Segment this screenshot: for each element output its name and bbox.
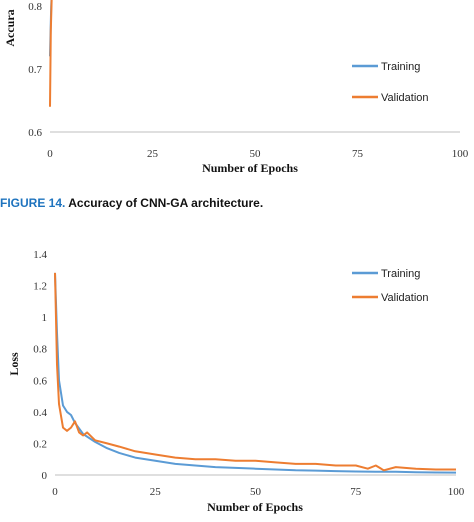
y-tick-label: 0.6: [28, 127, 42, 139]
plot-area: [54, 272, 457, 474]
y-tick-label: 1: [42, 312, 48, 324]
legend-label-training: Training: [381, 61, 420, 73]
x-tick-label: 50: [250, 148, 262, 160]
y-tick-label: 1.4: [33, 249, 47, 261]
y-axis: 1.4 1.2 1 0.8 0.6 0.4 0.2 0: [33, 249, 456, 482]
x-tick-label: 0: [52, 486, 58, 498]
series-line-training: [54, 272, 457, 474]
x-tick-label: 0: [47, 148, 53, 160]
plot-area: [49, 0, 53, 107]
x-axis: 0 25 50 75 100: [52, 486, 465, 498]
x-tick-label: 75: [352, 148, 364, 160]
x-tick-label: 50: [250, 486, 262, 498]
legend: Training Validation: [352, 268, 429, 304]
y-tick-label: 0: [42, 470, 48, 482]
series-line-validation: [54, 272, 456, 472]
y-tick-label: 0.4: [33, 407, 47, 419]
x-axis: 0 25 50 75 100: [47, 148, 469, 160]
figure-number: FIGURE 14.: [0, 196, 66, 210]
y-axis-title: Loss: [7, 352, 21, 376]
x-tick-label: 100: [448, 486, 465, 498]
loss-chart: Loss 1.4 1.2 1 0.8 0.6 0.4 0.2 0 0 25 50 75 100 Num…: [7, 249, 465, 514]
x-tick-label: 25: [150, 486, 162, 498]
x-tick-label: 25: [147, 148, 159, 160]
legend: Training Validation: [352, 61, 429, 104]
series-line-validation: [49, 0, 53, 107]
y-tick-label: 0.6: [33, 375, 47, 387]
y-axis-title: Accura: [3, 9, 17, 46]
y-tick-label: 0.8: [28, 1, 42, 13]
accuracy-chart: Accura 0.8 0.7 0.6 0 25 50 75 100 Number of Ep…: [3, 0, 469, 175]
x-tick-label: 75: [350, 486, 362, 498]
y-tick-label: 0.8: [33, 344, 47, 356]
x-axis-title: Number of Epochs: [207, 500, 303, 514]
y-tick-label: 0.2: [33, 438, 47, 450]
y-tick-label: 1.2: [33, 281, 47, 293]
x-axis-title: Number of Epochs: [202, 161, 298, 175]
legend-label-validation: Validation: [381, 92, 429, 104]
figure-caption-text: Accuracy of CNN-GA architecture.: [68, 196, 264, 210]
legend-label-validation: Validation: [381, 292, 429, 304]
legend-label-training: Training: [381, 268, 420, 280]
figure-caption: FIGURE 14. Accuracy of CNN-GA architectu…: [0, 196, 474, 210]
y-tick-label: 0.7: [28, 64, 42, 76]
x-tick-label: 100: [452, 148, 469, 160]
y-axis: 0.8 0.7 0.6: [28, 1, 460, 139]
